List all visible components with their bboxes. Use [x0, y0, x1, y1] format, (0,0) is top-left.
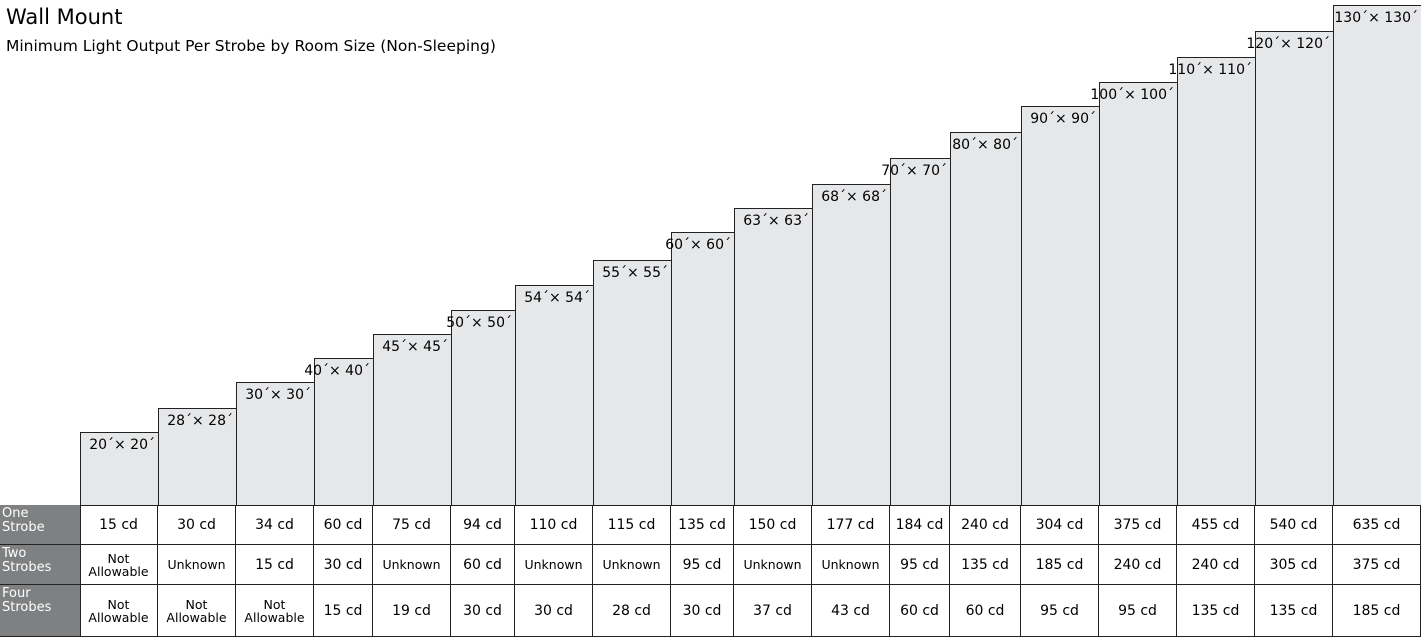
table-cell: 30 cd	[671, 585, 734, 637]
room-size-label: 28´× 28´	[167, 413, 233, 429]
table-cell: 34 cd	[236, 505, 314, 545]
table-cell: 135 cd	[1177, 585, 1255, 637]
table-cell: 177 cd	[812, 505, 890, 545]
table-cell: 30 cd	[451, 585, 515, 637]
table-cell: Not Allowable	[236, 585, 314, 637]
table-cell: 95 cd	[1021, 585, 1099, 637]
table-cell: 375 cd	[1333, 545, 1421, 585]
row-header: Two Strobes	[0, 545, 80, 585]
room-size-label: 80´× 80´	[952, 137, 1018, 153]
room-size-label: 110´× 110´	[1168, 62, 1252, 78]
room-outline: 130´× 130´	[1333, 5, 1421, 505]
table-cell: 60 cd	[950, 585, 1021, 637]
room-size-label: 54´× 54´	[524, 290, 590, 306]
table-cell: 37 cd	[734, 585, 812, 637]
table-cell: 95 cd	[890, 545, 950, 585]
table-cell: 30 cd	[158, 505, 236, 545]
table-cell: Unknown	[734, 545, 812, 585]
table-cell: 455 cd	[1177, 505, 1255, 545]
room-size-label: 130´× 130´	[1334, 10, 1418, 26]
table-left-rule	[80, 505, 81, 637]
room-size-label: 50´× 50´	[446, 315, 512, 331]
table-cell: 240 cd	[1177, 545, 1255, 585]
room-size-label: 68´× 68´	[821, 189, 887, 205]
room-size-label: 30´× 30´	[245, 387, 311, 403]
table-cell: 240 cd	[950, 505, 1021, 545]
table-cell: 304 cd	[1021, 505, 1099, 545]
room-size-label: 120´× 120´	[1246, 36, 1330, 52]
table-cell: Unknown	[812, 545, 890, 585]
table-top-rule	[0, 505, 1421, 506]
page-subtitle: Minimum Light Output Per Strobe by Room …	[6, 37, 496, 55]
table-cell: 115 cd	[593, 505, 671, 545]
table-cell: 305 cd	[1255, 545, 1333, 585]
table-cell: 60 cd	[451, 545, 515, 585]
table-cell: 43 cd	[812, 585, 890, 637]
table-cell: 635 cd	[1333, 505, 1421, 545]
table-cell: 240 cd	[1099, 545, 1177, 585]
room-size-label: 90´× 90´	[1030, 111, 1096, 127]
table-cell: Unknown	[515, 545, 593, 585]
room-size-label: 100´× 100´	[1090, 87, 1174, 103]
table-cell: 15 cd	[236, 545, 314, 585]
table-cell: Not Allowable	[158, 585, 236, 637]
table-cell: 30 cd	[515, 585, 593, 637]
table-cell: 95 cd	[1099, 585, 1177, 637]
table-cell: 375 cd	[1099, 505, 1177, 545]
room-size-label: 45´× 45´	[382, 339, 448, 355]
table-cell: 60 cd	[314, 505, 373, 545]
table-cell: 540 cd	[1255, 505, 1333, 545]
room-size-diagram: 20´× 20´ 28´× 28´ 30´× 30´ 40´× 40´ 45´× 45´…	[80, 5, 1421, 505]
table-cell: 185 cd	[1333, 585, 1421, 637]
table-cell: 110 cd	[515, 505, 593, 545]
table-cell: Not Allowable	[80, 585, 158, 637]
room-size-label: 70´× 70´	[881, 163, 947, 179]
room-size-label: 20´× 20´	[89, 437, 155, 453]
row-header: Four Strobes	[0, 585, 80, 637]
room-size-label: 60´× 60´	[665, 237, 731, 253]
table-cell: 60 cd	[890, 585, 950, 637]
table-cell: 185 cd	[1021, 545, 1099, 585]
table-cell: Unknown	[158, 545, 236, 585]
table-cell: 15 cd	[314, 585, 373, 637]
table-cell: 150 cd	[734, 505, 812, 545]
table-cell: Unknown	[373, 545, 451, 585]
table-cell: 15 cd	[80, 505, 158, 545]
room-size-label: 63´× 63´	[743, 213, 809, 229]
table-cell: 135 cd	[671, 505, 734, 545]
table-cell: 28 cd	[593, 585, 671, 637]
table-cell: Unknown	[593, 545, 671, 585]
row-header: One Strobe	[0, 505, 80, 545]
table-cell: 135 cd	[1255, 585, 1333, 637]
table-cell: 19 cd	[373, 585, 451, 637]
table-cell: 95 cd	[671, 545, 734, 585]
strobe-table: One Strobe 15 cd 30 cd 34 cd 60 cd 75 cd 94 cd…	[0, 505, 1421, 637]
table-cell: 94 cd	[451, 505, 515, 545]
table-cell: 135 cd	[950, 545, 1021, 585]
table-cell: 184 cd	[890, 505, 950, 545]
page-title: Wall Mount	[6, 5, 123, 29]
table-cell: 30 cd	[314, 545, 373, 585]
table-cell: Not Allowable	[80, 545, 158, 585]
room-size-label: 55´× 55´	[602, 265, 668, 281]
room-size-label: 40´× 40´	[304, 363, 370, 379]
table-cell: 75 cd	[373, 505, 451, 545]
